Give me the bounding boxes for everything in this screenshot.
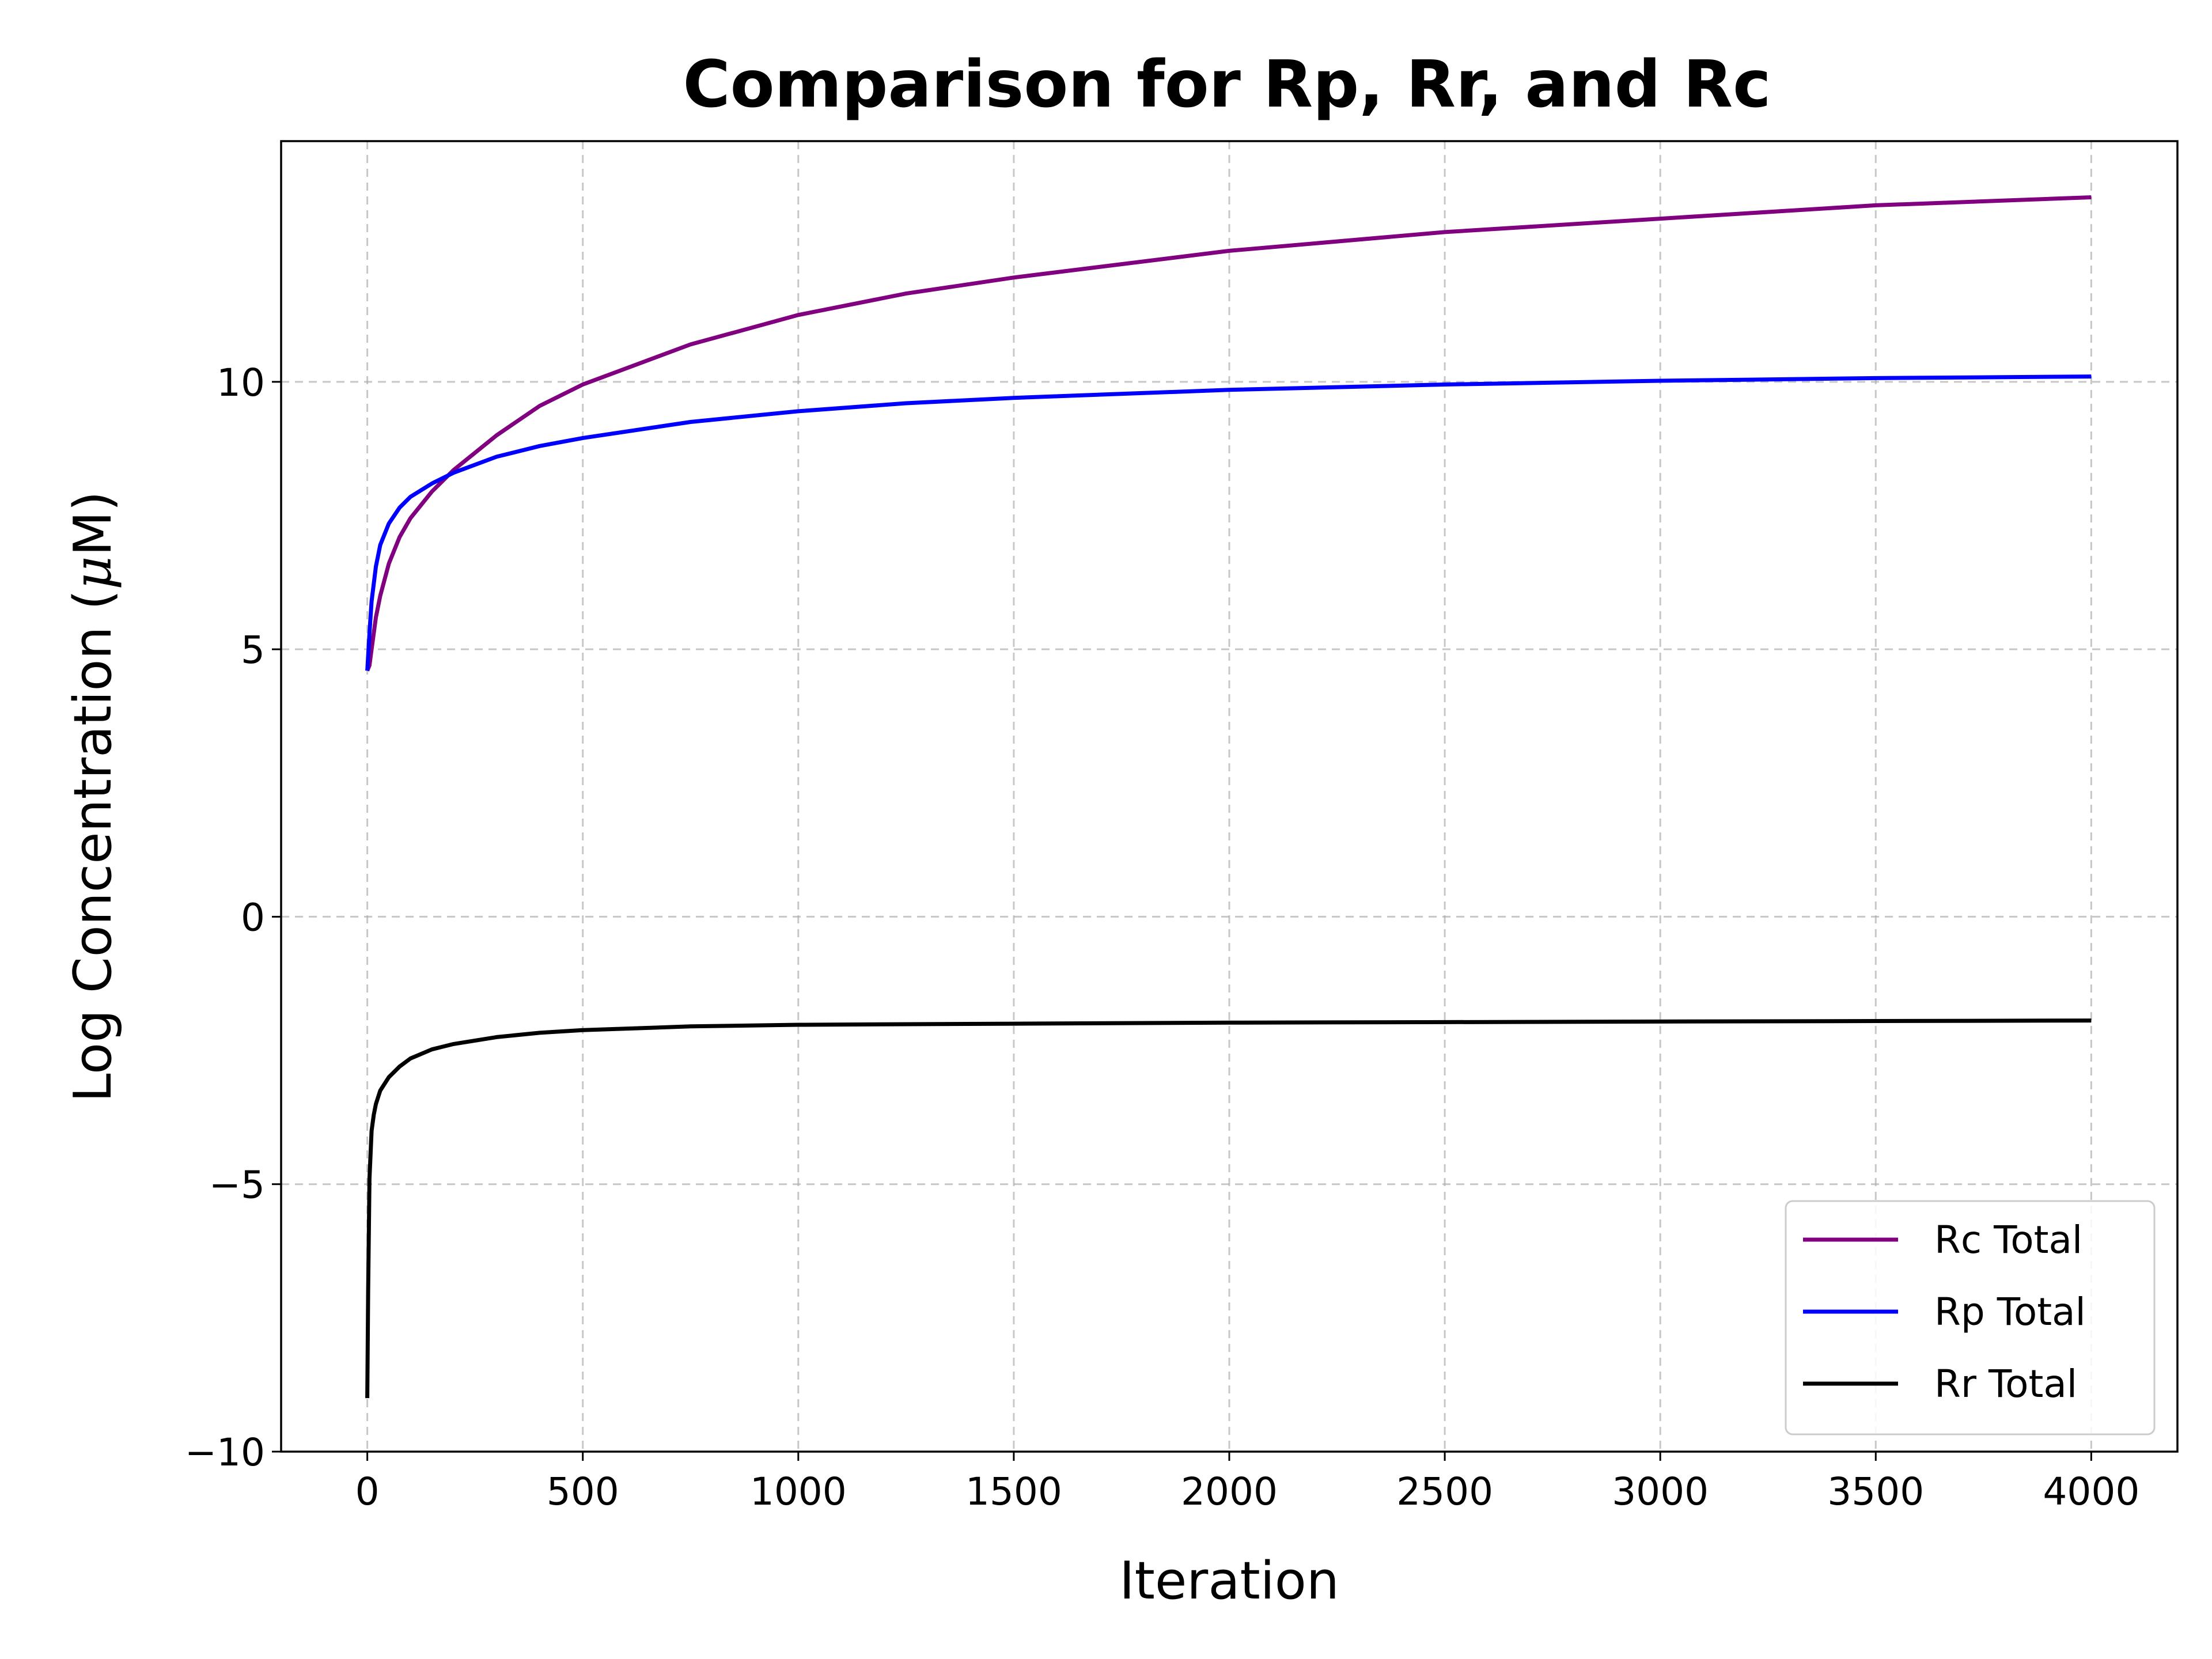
chart-title: Comparison for Rp, Rr, and Rc: [683, 47, 1771, 122]
series-lines: [365, 195, 2092, 1399]
y-axis-label-mu: μ: [63, 556, 123, 590]
y-tick-label: −5: [209, 1163, 265, 1207]
series-line-rr-total: [365, 1018, 2092, 1399]
x-tick-label: 2500: [1396, 1469, 1493, 1514]
legend-box: [1785, 1200, 2156, 1435]
x-tick-label: 500: [547, 1469, 619, 1514]
y-tick-label: 5: [241, 628, 265, 672]
legend: Rc Total Rp Total Rr Total: [1785, 1200, 2156, 1435]
y-tick-label: 10: [217, 361, 265, 405]
series-line-rc-total: [365, 195, 2092, 672]
x-tick-label: 4000: [2043, 1469, 2139, 1514]
x-tick-label: 3500: [1827, 1469, 1924, 1514]
y-tick-label: −10: [185, 1430, 265, 1475]
series-line-rp-total: [365, 374, 2092, 671]
x-tick-label: 1500: [965, 1469, 1062, 1514]
legend-label-rc: Rc Total: [1934, 1218, 2082, 1262]
x-tick-label: 0: [355, 1469, 380, 1514]
y-axis-label-suffix: M): [63, 491, 123, 556]
legend-label-rp: Rp Total: [1934, 1290, 2086, 1334]
x-tick-label: 2000: [1181, 1469, 1278, 1514]
y-axis-label: Log Concentration (μM): [63, 491, 123, 1102]
x-axis-label: Iteration: [1119, 1551, 1339, 1611]
y-axis-label-prefix: Log Concentration (: [63, 590, 123, 1103]
x-tick-label: 3000: [1612, 1469, 1709, 1514]
legend-label-rr: Rr Total: [1934, 1362, 2077, 1406]
y-tick-label: 0: [241, 895, 265, 940]
axis-ticks: 0 500 1000 1500 2000 2500 3000 3500 4000 −10 −5 0 5 1…: [185, 361, 2140, 1514]
plot-frame: [280, 140, 2179, 1453]
x-tick-label: 1000: [750, 1469, 847, 1514]
